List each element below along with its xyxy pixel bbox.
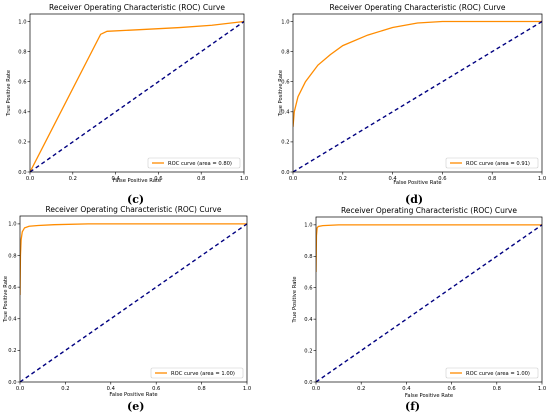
chart-e-ylabel: True Positive Rate (3, 276, 9, 323)
chart-e-ytick-label: 0.4 (8, 317, 17, 323)
chart-f-xlabel: False Positive Rate (405, 393, 453, 399)
chart-d-ytick-label: 0.6 (281, 80, 289, 86)
chart-d-legend-box (445, 157, 539, 169)
chart-c-plot-frame (29, 13, 245, 173)
chart-c-ytick-label: 0.6 (18, 80, 26, 86)
chart-f-roc-line (316, 224, 542, 273)
chart-f-title: Receiver Operating Characteristic (ROC) … (341, 206, 517, 215)
roc-chart-c: Receiver Operating Characteristic (ROC) … (0, 0, 275, 205)
chart-e-xtick-label: 0.4 (107, 386, 116, 392)
roc-chart-c-svg: Receiver Operating Characteristic (ROC) … (6, 3, 248, 184)
chart-f-xtick-label: 0.0 (312, 386, 320, 392)
chart-d-baseline-line (293, 20, 542, 172)
chart-d-ytick-label: 0.2 (281, 140, 289, 146)
chart-c-baseline-line (30, 20, 244, 172)
roc-chart-d-svg: Receiver Operating Characteristic (ROC) … (278, 3, 546, 186)
caption-c: (c) (127, 193, 145, 206)
chart-d-title: Receiver Operating Characteristic (ROC) … (330, 3, 506, 12)
chart-e-baseline-line (20, 223, 247, 382)
roc-chart-f-svg: Receiver Operating Characteristic (ROC) … (292, 206, 546, 399)
chart-c-ytick-label: 0.8 (18, 49, 26, 55)
roc-chart-f: Receiver Operating Characteristic (ROC) … (278, 204, 550, 404)
chart-f-xtick-label: 0.4 (402, 386, 411, 392)
chart-f-ytick-label: 0.4 (304, 317, 313, 323)
chart-e-ytick-label: 0.8 (8, 253, 16, 259)
chart-e-plot-frame (19, 215, 248, 383)
chart-f-xtick-label: 0.8 (493, 386, 501, 392)
roc-chart-e-svg: Receiver Operating Characteristic (ROC) … (3, 205, 251, 398)
chart-c-legend-label: ROC curve (area = 0.80) (168, 161, 232, 167)
chart-e-xtick-label: 0.2 (61, 386, 69, 392)
chart-c-xlabel: False Positive Rate (113, 178, 161, 184)
chart-e-ytick-label: 0.2 (8, 348, 16, 354)
chart-c-xtick-label: 0.2 (69, 176, 77, 182)
chart-c-xtick-label: 0.4 (111, 176, 120, 182)
chart-c-xtick-label: 1.0 (240, 176, 248, 182)
chart-e-xtick-label: 0.0 (16, 386, 24, 392)
chart-d-xtick-label: 0.6 (438, 176, 446, 182)
chart-e-roc-line (20, 223, 247, 296)
chart-e-xtick-label: 1.0 (243, 386, 251, 392)
chart-f-xtick-label: 0.2 (357, 386, 365, 392)
chart-d-plot-frame (292, 13, 543, 173)
chart-d-xtick-label: 0.8 (488, 176, 496, 182)
chart-d-ytick-label: 1.0 (281, 19, 289, 25)
chart-f-ytick-label: 0.0 (304, 380, 312, 386)
caption-f: (f) (405, 400, 421, 413)
chart-d-xtick-label: 0.0 (289, 176, 297, 182)
chart-d-ytick-label: 0.0 (281, 170, 289, 176)
chart-f-legend-label: ROC curve (area = 1.00) (466, 371, 530, 377)
chart-c-ytick-label: 1.0 (18, 19, 26, 25)
chart-d-xtick-label: 0.4 (388, 176, 397, 182)
chart-f-legend-box (445, 367, 539, 379)
chart-c-ylabel: True Positive Rate (6, 70, 12, 117)
chart-c-xtick-label: 0.6 (154, 176, 162, 182)
caption-d: (d) (405, 193, 424, 206)
chart-f-ytick-label: 0.6 (304, 286, 312, 292)
chart-f-ylabel: True Positive Rate (292, 276, 298, 323)
chart-f-ytick-label: 1.0 (304, 223, 312, 229)
chart-d-ytick-label: 0.8 (281, 49, 289, 55)
chart-f-xtick-label: 1.0 (538, 386, 546, 392)
chart-d-ytick-label: 0.4 (281, 110, 290, 116)
chart-e-legend-label: ROC curve (area = 1.00) (171, 371, 235, 377)
chart-c-title: Receiver Operating Characteristic (ROC) … (49, 3, 225, 12)
chart-c-roc-line (30, 20, 244, 172)
chart-e-ytick-label: 1.0 (8, 222, 16, 228)
chart-e-xlabel: False Positive Rate (109, 392, 157, 398)
chart-e-xtick-label: 0.8 (197, 386, 205, 392)
chart-d-xtick-label: 1.0 (538, 176, 546, 182)
chart-e-title: Receiver Operating Characteristic (ROC) … (46, 205, 222, 214)
chart-e-xtick-label: 0.6 (152, 386, 160, 392)
chart-f-ytick-label: 0.2 (304, 348, 312, 354)
chart-f-ytick-label: 0.8 (304, 254, 312, 260)
caption-e: (e) (127, 400, 145, 413)
chart-c-legend-box (147, 157, 241, 169)
chart-f-baseline-line (316, 224, 542, 382)
chart-f-xtick-label: 0.6 (447, 386, 455, 392)
chart-d-roc-line (293, 20, 542, 127)
chart-f-plot-frame (315, 216, 543, 383)
roc-chart-e: Receiver Operating Characteristic (ROC) … (0, 204, 275, 404)
chart-c-ytick-label: 0.2 (18, 140, 26, 146)
chart-d-xlabel: False Positive Rate (393, 180, 441, 186)
roc-chart-d: Receiver Operating Characteristic (ROC) … (278, 0, 550, 205)
chart-c-ytick-label: 0.0 (18, 170, 26, 176)
chart-d-ylabel: True Positive Rate (278, 70, 284, 117)
chart-e-ytick-label: 0.0 (8, 380, 16, 386)
chart-d-legend-label: ROC curve (area = 0.91) (466, 161, 530, 167)
chart-c-ytick-label: 0.4 (18, 110, 27, 116)
chart-d-xtick-label: 0.2 (339, 176, 347, 182)
chart-c-xtick-label: 0.0 (26, 176, 34, 182)
chart-e-legend-box (150, 367, 244, 379)
chart-e-ytick-label: 0.6 (8, 285, 16, 291)
chart-c-xtick-label: 0.8 (197, 176, 205, 182)
